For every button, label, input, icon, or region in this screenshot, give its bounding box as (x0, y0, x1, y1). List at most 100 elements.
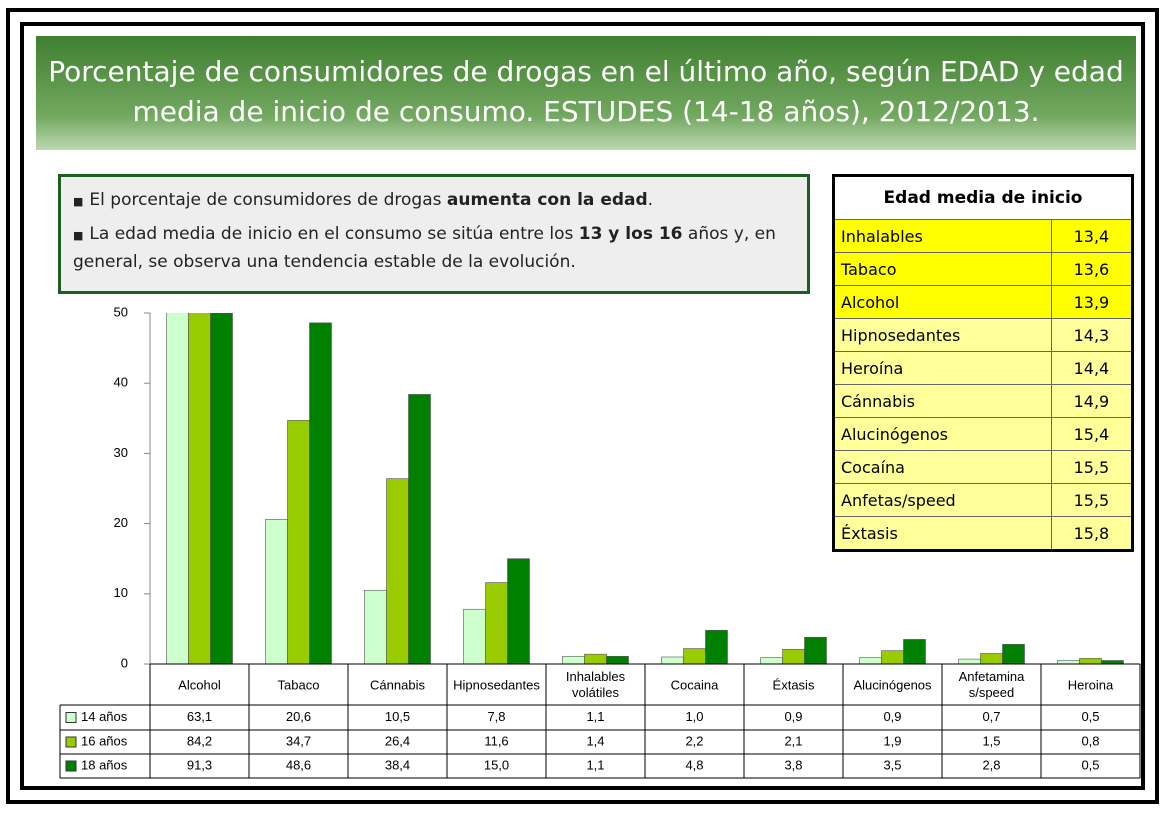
bars (166, 313, 1124, 664)
notes-box: ■ El porcentaje de consumidores de drogas… (58, 174, 810, 294)
side-value: 14,9 (1050, 384, 1134, 418)
side-name: Cánnabis (833, 384, 1052, 418)
bar (309, 322, 332, 664)
side-row: Hipnosedantes 14,3 (833, 318, 1134, 352)
legend-label: 16 años (81, 733, 128, 748)
value-label: 0,5 (1081, 709, 1099, 724)
note-bullet: ■ El porcentaje de consumidores de drogas… (73, 187, 795, 215)
value-label: 11,6 (484, 733, 508, 748)
bullet-marker: ■ (73, 229, 84, 242)
bar (210, 313, 233, 664)
legend-label: 14 años (81, 709, 128, 724)
side-value: 14,4 (1050, 351, 1134, 385)
y-tick-label: 0 (121, 655, 128, 670)
value-label: 0,9 (883, 709, 901, 724)
value-label: 84,2 (187, 733, 212, 748)
value-label: 7,8 (487, 709, 505, 724)
value-label: 0,9 (784, 709, 802, 724)
side-name: Heroína (833, 351, 1052, 385)
side-row: Alcohol 13,9 (833, 285, 1134, 319)
note-text: El porcentaje de consumidores de drogas (89, 190, 447, 210)
note-text: años y, en general, se observa una tende… (73, 224, 776, 272)
bar (507, 558, 530, 664)
side-value: 15,4 (1050, 417, 1134, 451)
side-name: Cocaína (833, 450, 1052, 484)
x-tick-label: Anfetamina s/speed (959, 669, 1026, 700)
y-tick-label: 20 (114, 515, 128, 530)
value-label: 10,5 (385, 709, 410, 724)
value-label: 0,8 (1081, 733, 1099, 748)
value-label: 1,1 (586, 709, 604, 724)
value-label: 1,9 (883, 733, 901, 748)
note-bullet: ■ La edad media de inicio en el consumo s… (73, 221, 795, 276)
side-row: Cocaína 15,5 (833, 450, 1134, 484)
side-table-title: Edad media de inicio (833, 175, 1133, 220)
x-tick-label: Tabaco (278, 677, 320, 692)
value-label: 2,8 (982, 757, 1000, 772)
value-label: 3,5 (883, 757, 901, 772)
side-name: Alcohol (833, 285, 1052, 319)
value-label: 26,4 (385, 733, 410, 748)
value-label: 63,1 (187, 709, 212, 724)
side-value: 15,8 (1050, 516, 1134, 551)
value-label: 1,0 (685, 709, 703, 724)
inner-frame (20, 22, 1145, 790)
value-label: 1,1 (586, 757, 604, 772)
value-label: 4,8 (685, 757, 703, 772)
note-text: . (647, 190, 654, 210)
slide-title: Porcentaje de consumidores de drogas en … (36, 36, 1136, 150)
value-label: 0,7 (982, 709, 1000, 724)
legend-label: 18 años (81, 757, 128, 772)
side-name: Éxtasis (833, 516, 1052, 551)
y-tick-label: 30 (114, 445, 128, 460)
y-tick-label: 50 (114, 304, 128, 319)
outer-frame (6, 8, 1159, 804)
side-value: 13,9 (1050, 285, 1134, 319)
side-value: 15,5 (1050, 450, 1134, 484)
side-row: Inhalables 13,4 (833, 219, 1134, 253)
x-tick-label: Cánnabis (370, 677, 425, 692)
legend-swatch (65, 736, 77, 748)
value-label: 1,5 (982, 733, 1000, 748)
y-tick-label: 10 (114, 585, 128, 600)
side-name: Alucinógenos (833, 417, 1052, 451)
side-value: 13,6 (1050, 252, 1134, 286)
side-row: Alucinógenos 15,4 (833, 417, 1134, 451)
legend-swatch (65, 760, 77, 772)
side-row: Tabaco 13,6 (833, 252, 1134, 286)
side-row: Anfetas/speed 15,5 (833, 483, 1134, 517)
bar (705, 630, 728, 664)
y-tick-label: 40 (114, 375, 128, 390)
value-label: 38,4 (385, 757, 410, 772)
bullet-marker: ■ (73, 195, 84, 208)
value-label: 34,7 (286, 733, 311, 748)
side-value: 14,3 (1050, 318, 1134, 352)
side-name: Inhalables (833, 219, 1052, 253)
legend-swatch (65, 712, 77, 723)
note-text: 13 y los 16 (578, 224, 683, 244)
side-row: Heroína 14,4 (833, 351, 1134, 385)
side-table: Edad media de inicio Inhalables 13,4 Tabac… (832, 174, 1134, 552)
x-tick-label: Inhalables volátiles (566, 669, 626, 700)
value-label: 2,1 (784, 733, 802, 748)
value-label: 1,4 (586, 733, 604, 748)
side-row: Éxtasis 15,8 (833, 516, 1134, 551)
side-name: Tabaco (833, 252, 1052, 286)
value-label: 0,5 (1081, 757, 1099, 772)
note-text: La edad media de inicio en el consumo se… (89, 224, 579, 244)
x-tick-label: Hipnosedantes (453, 677, 540, 692)
bar (408, 394, 431, 664)
value-label: 2,2 (685, 733, 703, 748)
value-label: 3,8 (784, 757, 802, 772)
x-tick-label: Alcohol (178, 677, 221, 692)
x-tick-label: Éxtasis (773, 677, 815, 692)
value-label: 91,3 (187, 757, 212, 772)
value-label: 20,6 (286, 709, 311, 724)
side-value: 15,5 (1050, 483, 1134, 517)
side-name: Anfetas/speed (833, 483, 1052, 517)
side-name: Hipnosedantes (833, 318, 1052, 352)
side-value: 13,4 (1050, 219, 1134, 253)
x-tick-label: Heroina (1068, 677, 1114, 692)
